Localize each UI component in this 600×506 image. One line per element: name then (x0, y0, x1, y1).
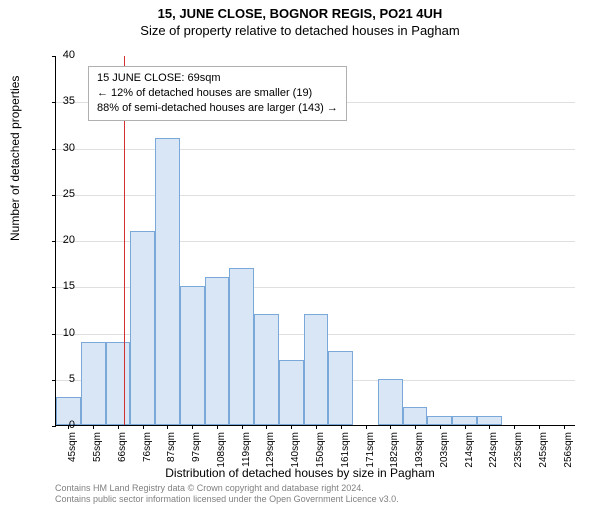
x-tick-mark (564, 425, 565, 429)
histogram-bar (378, 379, 403, 425)
y-axis-title: Number of detached properties (8, 76, 22, 241)
annotation-box: 15 JUNE CLOSE: 69sqm ← 12% of detached h… (88, 66, 347, 121)
grid-line (56, 195, 575, 196)
annotation-line3: 88% of semi-detached houses are larger (… (97, 101, 338, 116)
x-tick-label: 45sqm (67, 432, 78, 472)
histogram-bar (229, 268, 254, 425)
histogram-bar (81, 342, 106, 425)
y-tick-label: 25 (45, 188, 75, 200)
y-tick-label: 15 (45, 280, 75, 292)
x-tick-mark (366, 425, 367, 429)
x-tick-label: 150sqm (315, 432, 326, 472)
x-tick-label: 108sqm (216, 432, 227, 472)
x-tick-label: 161sqm (340, 432, 351, 472)
x-tick-label: 256sqm (563, 432, 574, 472)
x-tick-label: 87sqm (166, 432, 177, 472)
x-tick-mark (440, 425, 441, 429)
chart-title-main: 15, JUNE CLOSE, BOGNOR REGIS, PO21 4UH (0, 6, 600, 21)
x-tick-label: 182sqm (389, 432, 400, 472)
x-tick-label: 214sqm (464, 432, 475, 472)
x-tick-mark (415, 425, 416, 429)
histogram-bar (180, 286, 205, 425)
x-tick-mark (118, 425, 119, 429)
x-tick-mark (242, 425, 243, 429)
x-tick-mark (489, 425, 490, 429)
histogram-bar (106, 342, 131, 425)
x-tick-mark (291, 425, 292, 429)
x-tick-mark (341, 425, 342, 429)
y-tick-label: 20 (45, 234, 75, 246)
x-tick-mark (266, 425, 267, 429)
y-tick-label: 0 (45, 419, 75, 431)
chart-area: 15 JUNE CLOSE: 69sqm ← 12% of detached h… (55, 56, 575, 426)
histogram-bar (403, 407, 428, 426)
y-tick-label: 5 (45, 373, 75, 385)
x-tick-label: 119sqm (241, 432, 252, 472)
histogram-bar (279, 360, 304, 425)
histogram-bar (328, 351, 353, 425)
x-tick-label: 235sqm (513, 432, 524, 472)
x-tick-mark (143, 425, 144, 429)
histogram-bar (254, 314, 279, 425)
x-tick-label: 193sqm (414, 432, 425, 472)
histogram-bar (205, 277, 230, 425)
x-tick-mark (465, 425, 466, 429)
x-tick-mark (93, 425, 94, 429)
x-tick-label: 129sqm (265, 432, 276, 472)
x-tick-mark (316, 425, 317, 429)
x-tick-mark (539, 425, 540, 429)
histogram-bar (155, 138, 180, 425)
x-tick-label: 55sqm (92, 432, 103, 472)
histogram-bar (427, 416, 452, 425)
x-tick-label: 171sqm (365, 432, 376, 472)
x-tick-label: 203sqm (439, 432, 450, 472)
grid-line (56, 149, 575, 150)
y-tick-label: 35 (45, 95, 75, 107)
footer-attribution: Contains HM Land Registry data © Crown c… (55, 483, 399, 505)
x-tick-mark (514, 425, 515, 429)
x-tick-label: 66sqm (117, 432, 128, 472)
y-tick-label: 10 (45, 327, 75, 339)
x-tick-mark (217, 425, 218, 429)
histogram-bar (130, 231, 155, 425)
x-tick-label: 140sqm (290, 432, 301, 472)
x-tick-label: 224sqm (488, 432, 499, 472)
chart-title-sub: Size of property relative to detached ho… (0, 23, 600, 38)
x-tick-label: 76sqm (142, 432, 153, 472)
footer-line1: Contains HM Land Registry data © Crown c… (55, 483, 399, 494)
annotation-line1: 15 JUNE CLOSE: 69sqm (97, 71, 338, 86)
x-tick-label: 245sqm (538, 432, 549, 472)
x-tick-mark (167, 425, 168, 429)
y-tick-label: 30 (45, 142, 75, 154)
x-tick-mark (192, 425, 193, 429)
x-tick-label: 97sqm (191, 432, 202, 472)
histogram-bar (477, 416, 502, 425)
x-tick-mark (390, 425, 391, 429)
histogram-bar (304, 314, 329, 425)
annotation-line2: ← 12% of detached houses are smaller (19… (97, 86, 338, 101)
histogram-bar (452, 416, 477, 425)
y-tick-label: 40 (45, 49, 75, 61)
plot-region: 15 JUNE CLOSE: 69sqm ← 12% of detached h… (55, 56, 575, 426)
